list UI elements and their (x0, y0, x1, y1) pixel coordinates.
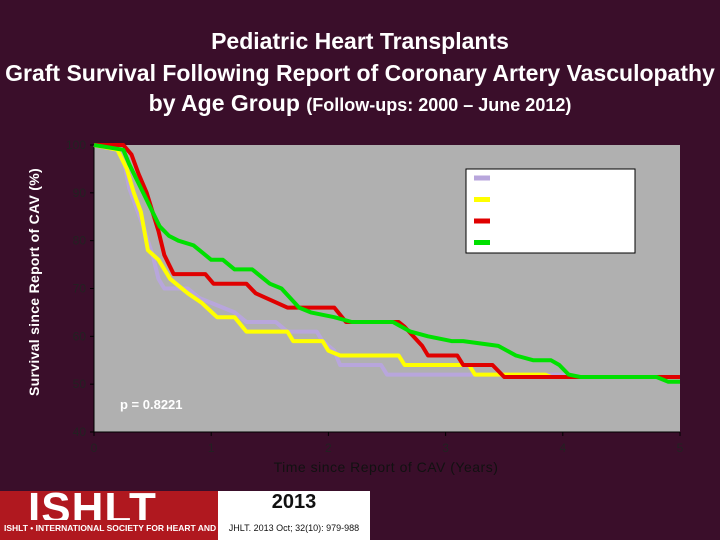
subtitle-follow-ups: (Follow-ups: 2000 – June 2012) (306, 95, 572, 115)
y-tick-label: 40 (73, 425, 87, 439)
y-tick-label: 60 (73, 329, 87, 343)
x-axis-label: Time since Report of CAV (Years) (273, 459, 499, 475)
chart-title: Pediatric Heart Transplants (211, 28, 509, 54)
subtitle-main: Graft Survival Following Report of Coron… (5, 60, 715, 116)
series-line-3 (94, 143, 680, 379)
y-tick-label: 70 (73, 282, 87, 296)
y-tick-label: 80 (73, 234, 87, 248)
x-tick-label: 3 (442, 441, 449, 455)
x-tick-label: 0 (91, 441, 98, 455)
legend (474, 175, 490, 245)
series-line-2 (93, 143, 680, 379)
report-year: 2013 (271, 491, 317, 513)
x-tick-label: 4 (559, 441, 566, 455)
chart-subtitle: Graft Survival Following Report of Coron… (0, 58, 720, 120)
y-ticks: 40 50 60 70 80 90 100 (66, 138, 94, 439)
journal-citation: JHLT. 2013 Oct; 32(10): 979-988 (228, 523, 360, 533)
survival-chart: 40 50 60 70 80 90 100 0 1 2 3 4 5 p = 0.8221 (66, 138, 684, 455)
citation-box: 2013 JHLT. 2013 Oct; 32(10): 979-988 (218, 491, 370, 540)
series-line-4 (93, 143, 680, 384)
series-line-1 (93, 143, 680, 379)
x-tick-label: 5 (677, 441, 684, 455)
y-tick-label: 90 (73, 186, 87, 200)
x-tick-label: 1 (208, 441, 215, 455)
legend-box (465, 168, 636, 254)
p-value-annotation: p = 0.8221 (120, 397, 183, 412)
x-ticks: 0 1 2 3 4 5 (91, 432, 684, 455)
y-tick-label: 100 (66, 138, 86, 152)
series-lines (93, 143, 680, 384)
x-tick-label: 2 (325, 441, 332, 455)
y-tick-label: 50 (73, 377, 87, 391)
